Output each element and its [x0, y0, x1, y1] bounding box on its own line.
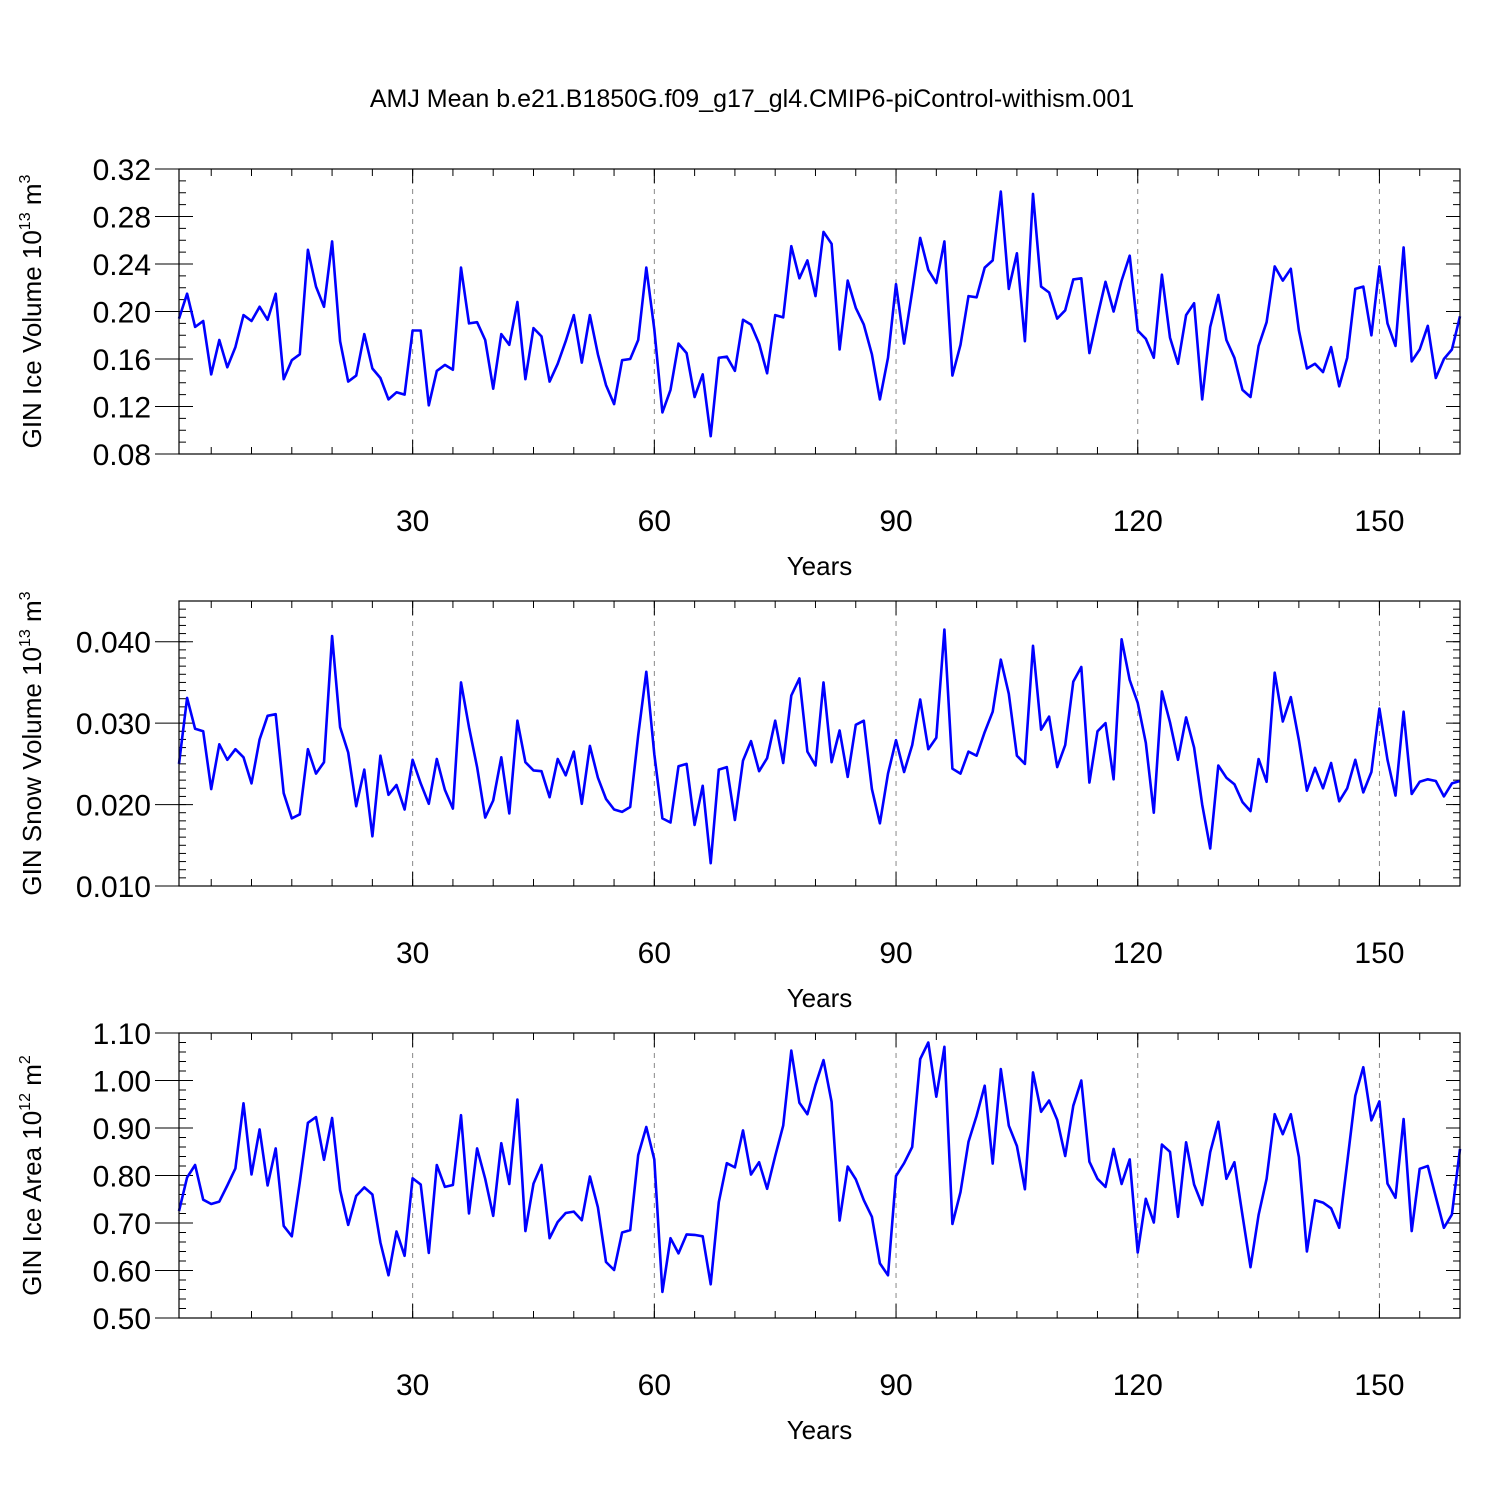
data-line-gin-ice-volume — [177, 190, 1462, 438]
y-axis-label-unit: m — [17, 1064, 47, 1093]
y-tick-label: 0.28 — [93, 202, 151, 235]
y-tick-label: 0.24 — [93, 249, 151, 282]
x-tick-label: 60 — [638, 505, 671, 538]
y-tick-label: 0.20 — [93, 297, 151, 330]
y-tick-label: 0.32 — [93, 154, 151, 187]
y-axis-label-unit-exponent: 2 — [17, 1055, 34, 1064]
x-tick-label: 30 — [396, 1369, 429, 1402]
chart-panel-3: 0.50 0.60 0.70 0.80 0.90 1.00 1.10 30 60 90 120 150… — [17, 1018, 1462, 1445]
x-tick-label: 120 — [1113, 505, 1163, 538]
chart-panel-1: 0.08 0.12 0.16 0.20 0.24 0.28 0.32 30 60 90 120 150… — [17, 154, 1462, 581]
plot-frame — [178, 1032, 1461, 1319]
data-line-gin-snow-volume — [177, 628, 1461, 865]
y-tick-label: 0.040 — [76, 627, 151, 660]
y-tick-label: 0.08 — [93, 439, 151, 472]
y-axis-label: GIN Snow Volume 1013 m3 — [17, 591, 47, 895]
y-tick-label: 0.16 — [93, 344, 151, 377]
y-tick-label: 0.70 — [93, 1208, 151, 1241]
y-axis-label-exponent: 13 — [17, 629, 34, 647]
y-tick-label: 0.030 — [76, 708, 151, 741]
x-tick-label: 90 — [879, 937, 912, 970]
x-axis-label: Years — [787, 983, 853, 1013]
y-axis-label-unit-exponent: 3 — [17, 591, 34, 600]
y-tick-label: 0.50 — [93, 1303, 151, 1336]
x-axis-label: Years — [787, 551, 853, 581]
y-tick-label: 0.020 — [76, 790, 151, 823]
x-tick-label: 150 — [1354, 1369, 1404, 1402]
chart-panel-2: 0.010 0.020 0.030 0.040 30 60 90 120 150 Years GIN… — [17, 591, 1461, 1013]
y-tick-label: 0.90 — [93, 1113, 151, 1146]
figure-title: AMJ Mean b.e21.B1850G.f09_g17_gl4.CMIP6-… — [370, 85, 1134, 113]
x-tick-label: 60 — [638, 937, 671, 970]
x-axis-label: Years — [787, 1415, 853, 1445]
x-tick-label: 90 — [879, 505, 912, 538]
y-tick-label: 0.12 — [93, 392, 151, 425]
x-tick-label: 150 — [1354, 505, 1404, 538]
panels: 0.08 0.12 0.16 0.20 0.24 0.28 0.32 30 60 90 120 150… — [17, 154, 1462, 1445]
y-axis-label: GIN Ice Area 1012 m2 — [17, 1055, 47, 1296]
y-tick-label: 0.80 — [93, 1161, 151, 1194]
y-axis-label-text: GIN Ice Volume 10 — [17, 230, 47, 448]
x-tick-label: 120 — [1113, 1369, 1163, 1402]
x-tick-label: 120 — [1113, 937, 1163, 970]
x-tick-label: 60 — [638, 1369, 671, 1402]
y-tick-label: 0.010 — [76, 871, 151, 904]
data-line-gin-ice-area — [177, 1041, 1462, 1294]
y-axis-label-exponent: 12 — [17, 1093, 34, 1111]
x-tick-label: 30 — [396, 505, 429, 538]
x-tick-label: 30 — [396, 937, 429, 970]
y-axis-label-exponent: 13 — [17, 212, 34, 230]
y-axis-label-text: GIN Snow Volume 10 — [17, 647, 47, 896]
y-axis-label-unit: m — [17, 183, 47, 212]
y-axis-label: GIN Ice Volume 1013 m3 — [17, 174, 47, 448]
plot-frame — [178, 600, 1461, 887]
y-axis-label-text: GIN Ice Area 10 — [17, 1111, 47, 1296]
x-tick-label: 90 — [879, 1369, 912, 1402]
y-tick-label: 0.60 — [93, 1256, 151, 1289]
x-tick-label: 150 — [1354, 937, 1404, 970]
y-tick-label: 1.00 — [93, 1066, 151, 1099]
y-axis-label-unit: m — [17, 600, 47, 629]
plot-frame — [178, 168, 1461, 455]
y-tick-label: 1.10 — [93, 1018, 151, 1051]
y-axis-label-unit-exponent: 3 — [17, 174, 34, 183]
